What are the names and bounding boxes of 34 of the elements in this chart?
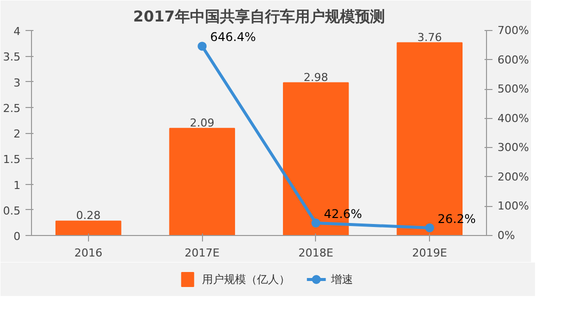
x-tick-label: 2018E [298, 246, 334, 260]
data-label: 3.76 [417, 30, 442, 44]
bar [55, 220, 122, 236]
point [311, 218, 320, 228]
y2-tick-label: 500% [498, 82, 529, 96]
y-tick-label: 2 [14, 128, 20, 140]
data-label: 646.4% [210, 30, 256, 44]
y-tick-label: 3 [14, 76, 20, 90]
y2-tick-label: 400% [498, 112, 529, 125]
data-label: 2.98 [304, 70, 328, 84]
data-label: 0.28 [76, 209, 101, 222]
y2-tick-label: 100% [498, 200, 529, 213]
y-tick-label: 3.5 [3, 50, 21, 64]
bar [169, 128, 236, 236]
chart-title: 2017年中国共享自行车用户规模预测 [133, 8, 385, 26]
y2-tick-label: 300% [498, 141, 529, 154]
point [198, 42, 207, 51]
y-tick-label: 2.5 [3, 102, 21, 115]
x-tick-label: 2019E [412, 246, 448, 260]
x-tick-label: 2016 [74, 246, 102, 260]
y-tick-label: 0 [14, 230, 20, 243]
y-tick-label: 0.5 [3, 204, 21, 218]
y2-tick-label: 700% [498, 24, 529, 37]
y2-tick-label: 200% [498, 170, 529, 184]
point [425, 223, 434, 232]
data-label: 2.09 [190, 116, 214, 130]
y-tick-label: 1.5 [3, 153, 21, 166]
legend-label: 用户规模（亿人） [202, 273, 290, 286]
legend-label: 增速 [330, 273, 353, 286]
x-tick-label: 2017E [184, 246, 220, 260]
y-tick-label: 1 [14, 178, 20, 192]
y-tick-label: 4 [14, 25, 20, 38]
y2-tick-label: 600% [498, 53, 529, 66]
y2-tick-label: 0% [498, 229, 515, 242]
